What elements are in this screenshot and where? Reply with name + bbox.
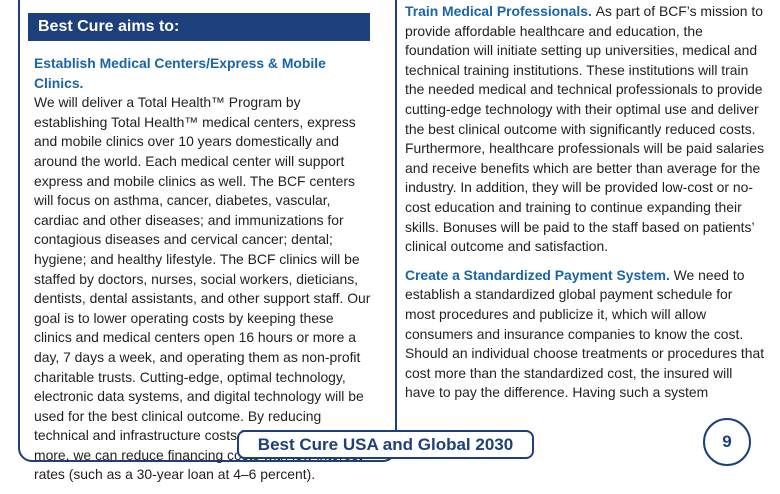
footer-title: Best Cure USA and Global 2030 (257, 435, 514, 454)
page-number-badge: 9 (703, 418, 751, 466)
payment-system-body: We need to establish a standardized glob… (405, 266, 765, 401)
section-banner: Best Cure aims to: (28, 13, 370, 41)
train-professionals-body: As part of BCF’s mission to provide affo… (405, 3, 765, 255)
train-professionals-paragraph: Train Medical Professionals. As part of … (405, 2, 765, 257)
medical-centers-paragraph: Establish Medical Centers/Express & Mobi… (34, 54, 374, 485)
medical-centers-heading: Establish Medical Centers/Express & Mobi… (34, 55, 326, 91)
payment-system-paragraph: Create a Standardized Payment System. We… (405, 266, 765, 403)
right-column: Train Medical Professionals. As part of … (405, 2, 765, 412)
banner-title: Best Cure aims to: (38, 18, 180, 35)
left-column-frame (18, 0, 397, 462)
footer-title-box: Best Cure USA and Global 2030 (237, 430, 534, 459)
payment-system-heading: Create a Standardized Payment System. (405, 266, 674, 283)
medical-centers-body: We will deliver a Total Health™ Program … (34, 94, 371, 483)
page-number: 9 (722, 432, 732, 451)
train-professionals-heading: Train Medical Professionals. (405, 3, 596, 19)
left-column: Establish Medical Centers/Express & Mobi… (34, 54, 374, 494)
